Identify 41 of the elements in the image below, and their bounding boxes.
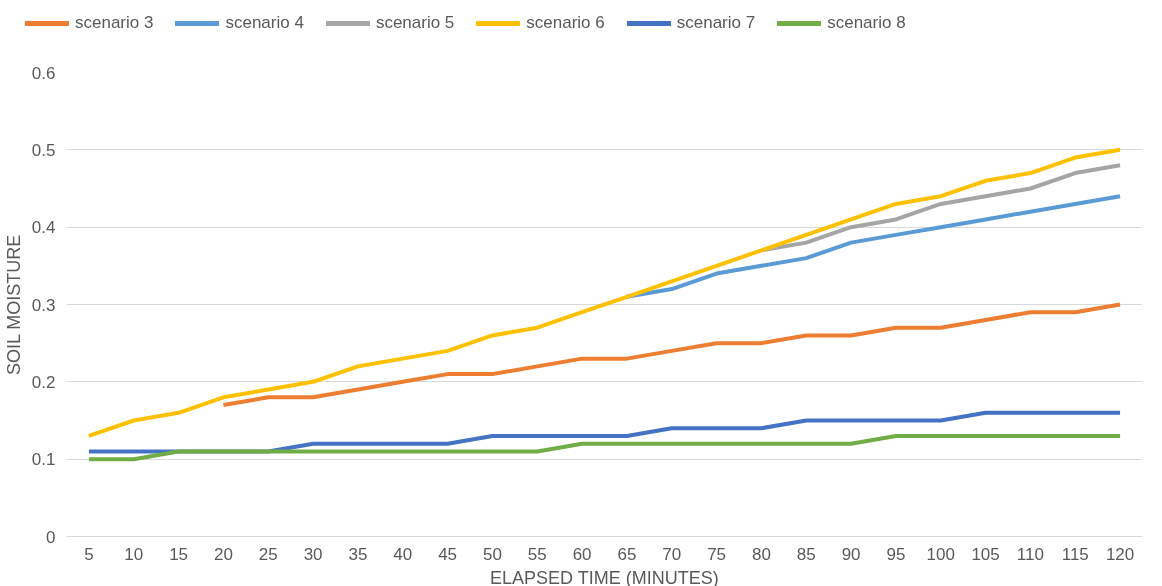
y-tick-label: 0.1 [31, 450, 56, 470]
x-tick-label: 110 [1016, 544, 1044, 564]
legend-label: scenario 4 [225, 12, 304, 34]
x-tick-label: 120 [1105, 544, 1135, 564]
line-series [86, 147, 1123, 438]
x-tick-label: 10 [124, 544, 144, 564]
y-tick-label: 0.5 [31, 140, 56, 160]
x-tick-label: 80 [751, 544, 771, 564]
x-tick-label: 30 [303, 544, 323, 564]
x-tick-label: 60 [572, 544, 592, 564]
x-tick-label: 65 [617, 544, 637, 564]
x-tick-label: 55 [527, 544, 547, 564]
legend-label: scenario 5 [375, 12, 455, 34]
line-series [86, 433, 1123, 462]
x-tick-label: 90 [841, 544, 861, 564]
x-tick-label: 75 [707, 544, 727, 564]
y-tick-label: 0.2 [31, 372, 56, 392]
legend-label: scenario 7 [676, 12, 756, 34]
legend-label: scenario 8 [827, 12, 906, 34]
x-tick-label: 15 [169, 544, 189, 564]
legend-label: scenario 3 [75, 12, 154, 34]
x-tick-label: 40 [393, 544, 413, 564]
x-tick-label: 100 [926, 544, 955, 564]
x-tick-label: 35 [348, 544, 368, 564]
y-tick-label: 0.3 [31, 295, 56, 315]
legend-label: scenario 6 [526, 12, 605, 34]
x-tick-label: 20 [213, 544, 233, 564]
line-series [221, 302, 1123, 408]
x-tick-label: 85 [796, 544, 816, 564]
x-tick-label: 70 [662, 544, 682, 564]
x-tick-label: 95 [886, 544, 906, 564]
x-tick-label: 105 [971, 544, 1000, 564]
x-tick-label: 115 [1061, 544, 1089, 564]
y-tick-label: 0 [46, 527, 56, 547]
x-tick-label: 50 [482, 544, 502, 564]
x-tick-label: 25 [258, 544, 278, 564]
x-tick-label: 45 [438, 544, 458, 564]
y-tick-label: 0.6 [31, 63, 56, 83]
y-tick-label: 0.4 [31, 218, 56, 238]
y-axis-title: SOIL MOISTURE [3, 234, 24, 376]
x-tick-label: 5 [84, 544, 94, 564]
